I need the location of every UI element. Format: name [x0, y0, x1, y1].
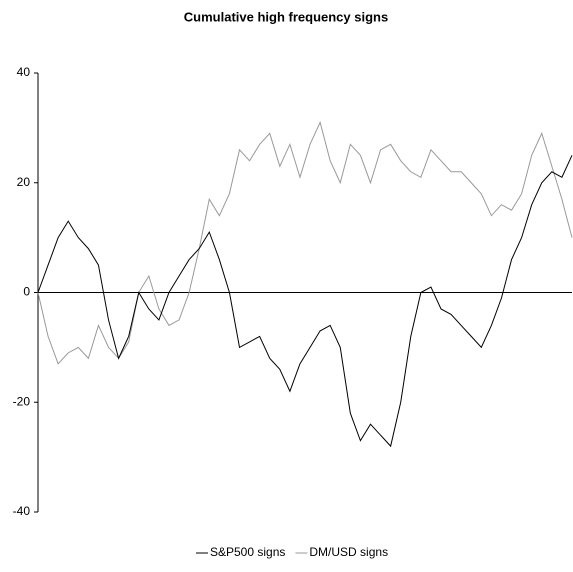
y-tick-label: -20 — [13, 394, 31, 408]
chart-title: Cumulative high frequency signs — [184, 9, 388, 24]
legend-label: S&P500 signs — [210, 545, 285, 559]
line-series — [37, 155, 573, 448]
line-series — [37, 120, 573, 365]
legend-label: DM/USD signs — [309, 545, 388, 559]
y-tick-label: 20 — [17, 175, 31, 189]
y-tick-label: -40 — [13, 504, 31, 518]
y-tick-label: 40 — [17, 65, 31, 79]
y-tick-label: 0 — [23, 285, 30, 299]
